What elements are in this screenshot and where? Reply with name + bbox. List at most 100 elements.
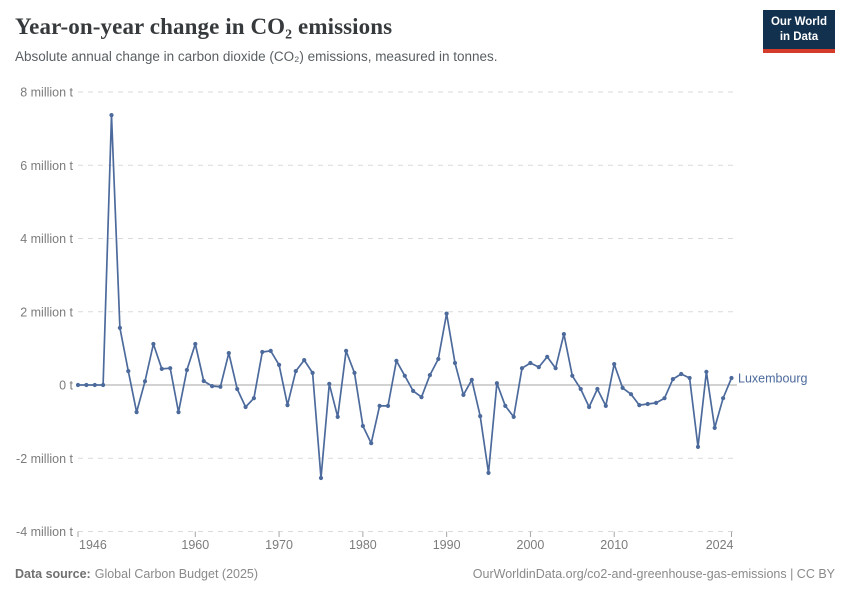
- data-point[interactable]: [695, 444, 701, 449]
- data-point[interactable]: [184, 367, 189, 373]
- data-point[interactable]: [117, 325, 122, 330]
- data-point[interactable]: [318, 475, 324, 481]
- data-point[interactable]: [486, 470, 491, 475]
- data-point[interactable]: [654, 400, 659, 405]
- data-point[interactable]: [109, 113, 114, 118]
- data-point[interactable]: [628, 392, 634, 397]
- data-point[interactable]: [260, 349, 265, 355]
- data-point[interactable]: [134, 410, 139, 415]
- data-point[interactable]: [168, 366, 173, 371]
- data-point[interactable]: [159, 366, 164, 371]
- owid-logo-line2: in Data: [779, 30, 819, 43]
- data-point[interactable]: [427, 373, 432, 378]
- data-point[interactable]: [218, 384, 223, 389]
- y-tick-label: -2 million t: [16, 452, 73, 466]
- data-point[interactable]: [637, 403, 642, 408]
- y-tick-label: 0 t: [59, 379, 73, 393]
- data-point[interactable]: [461, 392, 466, 397]
- data-point[interactable]: [101, 382, 106, 388]
- data-point[interactable]: [176, 410, 181, 415]
- data-point[interactable]: [578, 386, 583, 392]
- data-point[interactable]: [360, 423, 365, 429]
- data-point[interactable]: [595, 386, 600, 392]
- data-point[interactable]: [679, 371, 684, 377]
- chart-header: Year-on-year change in CO₂ emissions Abs…: [15, 10, 835, 64]
- data-point[interactable]: [402, 373, 407, 378]
- data-point[interactable]: [469, 377, 474, 382]
- data-point[interactable]: [369, 441, 374, 446]
- data-point[interactable]: [226, 351, 231, 356]
- data-point[interactable]: [293, 369, 298, 374]
- data-point[interactable]: [385, 403, 391, 408]
- data-point[interactable]: [92, 382, 97, 388]
- data-point[interactable]: [251, 396, 256, 401]
- data-point[interactable]: [84, 382, 89, 388]
- data-source-value: Global Carbon Budget (2025): [94, 567, 259, 581]
- data-point[interactable]: [419, 395, 424, 400]
- data-point[interactable]: [712, 425, 717, 430]
- data-point[interactable]: [377, 403, 382, 408]
- data-point[interactable]: [645, 401, 650, 407]
- data-point[interactable]: [327, 381, 332, 386]
- x-tick-label: 1980: [349, 538, 377, 552]
- data-point[interactable]: [519, 366, 525, 371]
- data-point[interactable]: [553, 366, 558, 371]
- data-point[interactable]: [268, 348, 273, 353]
- owid-logo-line1: Our World: [770, 16, 827, 28]
- data-point[interactable]: [193, 341, 198, 347]
- data-point[interactable]: [210, 384, 215, 389]
- y-tick-label: 4 million t: [20, 232, 73, 246]
- y-tick-label: -4 million t: [16, 525, 73, 539]
- data-point[interactable]: [528, 360, 533, 366]
- data-point[interactable]: [235, 386, 240, 392]
- y-tick-label: 8 million t: [20, 86, 73, 100]
- data-point[interactable]: [75, 382, 81, 388]
- data-point[interactable]: [511, 414, 516, 419]
- entity-label[interactable]: Luxembourg: [738, 372, 808, 386]
- citation-link[interactable]: OurWorldinData.org/co2-and-greenhouse-ga…: [472, 567, 835, 581]
- data-point[interactable]: [587, 404, 592, 410]
- data-point[interactable]: [670, 377, 676, 382]
- data-point[interactable]: [561, 332, 567, 337]
- data-point[interactable]: [704, 369, 709, 374]
- data-point[interactable]: [662, 396, 667, 401]
- data-source-label: Data source:: [15, 567, 91, 581]
- data-point[interactable]: [570, 373, 575, 378]
- data-point[interactable]: [444, 311, 449, 316]
- data-point[interactable]: [452, 360, 458, 366]
- data-point[interactable]: [201, 378, 206, 384]
- data-point[interactable]: [243, 404, 248, 410]
- owid-logo: Our World in Data: [762, 10, 835, 53]
- data-point[interactable]: [302, 358, 307, 363]
- y-tick-label: 2 million t: [20, 305, 73, 319]
- data-point[interactable]: [394, 358, 399, 363]
- data-point[interactable]: [436, 356, 441, 362]
- data-point[interactable]: [687, 375, 692, 381]
- data-point[interactable]: [536, 365, 541, 370]
- x-tick-label: 1990: [433, 538, 461, 552]
- data-point[interactable]: [142, 379, 148, 384]
- data-point[interactable]: [344, 348, 349, 353]
- x-tick-label: 2024: [706, 538, 734, 552]
- data-point[interactable]: [478, 414, 483, 419]
- data-point[interactable]: [310, 370, 315, 375]
- data-point[interactable]: [545, 354, 550, 359]
- data-point[interactable]: [126, 369, 131, 374]
- data-point[interactable]: [729, 375, 734, 381]
- x-tick-label: 2000: [517, 538, 545, 552]
- page-title: Year-on-year change in CO₂ emissions: [15, 14, 393, 39]
- data-point[interactable]: [352, 370, 357, 375]
- data-point[interactable]: [411, 388, 416, 393]
- data-point[interactable]: [285, 403, 290, 408]
- data-point[interactable]: [503, 403, 508, 408]
- data-point[interactable]: [721, 396, 726, 401]
- data-point[interactable]: [612, 362, 617, 367]
- data-point[interactable]: [151, 341, 156, 347]
- data-point[interactable]: [494, 381, 499, 386]
- data-point[interactable]: [277, 362, 282, 367]
- data-point[interactable]: [603, 403, 608, 408]
- data-point[interactable]: [620, 385, 625, 390]
- data-point[interactable]: [335, 414, 340, 419]
- x-tick-label: 1946: [79, 538, 107, 552]
